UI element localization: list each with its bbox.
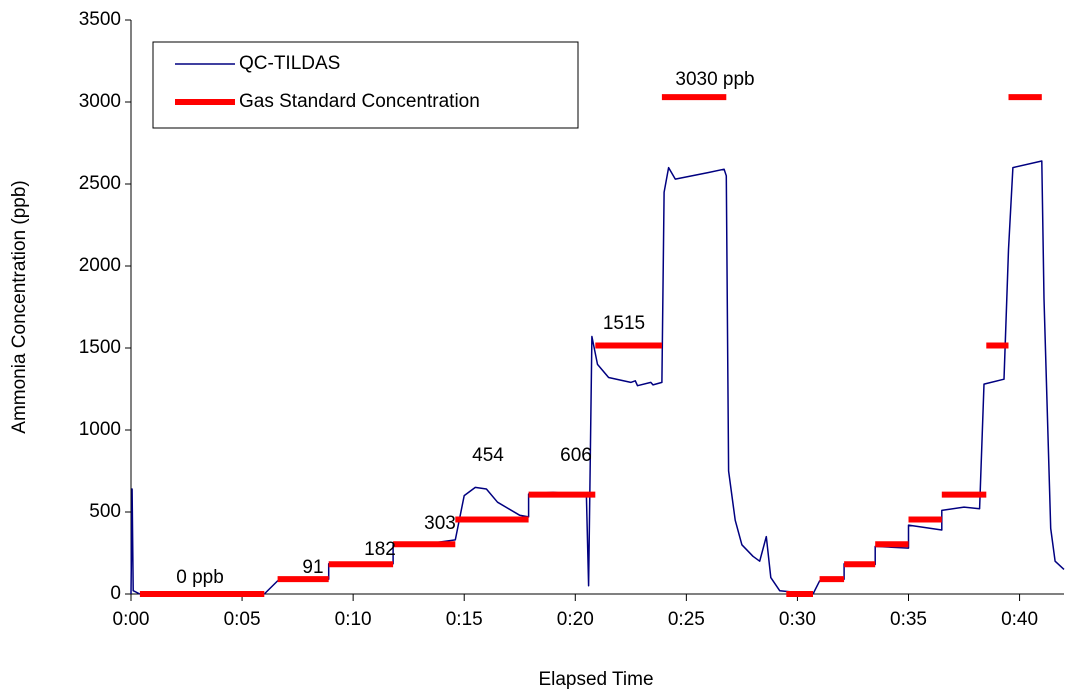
x-tick-label: 0:25 bbox=[668, 609, 705, 630]
annotation: 454 bbox=[472, 445, 504, 466]
y-tick-label: 1500 bbox=[79, 337, 121, 358]
x-tick-label: 0:15 bbox=[446, 609, 483, 630]
series-line bbox=[139, 94, 1042, 597]
annotation: 182 bbox=[364, 539, 396, 560]
legend-label: Gas Standard Concentration bbox=[239, 91, 480, 112]
y-axis-title: Ammonia Concentration (ppb) bbox=[9, 180, 30, 433]
legend-box bbox=[152, 41, 579, 129]
x-tick-label: 0:05 bbox=[224, 609, 261, 630]
annotation: 0 ppb bbox=[176, 567, 224, 588]
annotation: 606 bbox=[560, 445, 592, 466]
annotation: 1515 bbox=[603, 313, 645, 334]
x-tick-label: 0:20 bbox=[557, 609, 594, 630]
annotation: 303 bbox=[424, 513, 456, 534]
x-axis-title: Elapsed Time bbox=[538, 669, 653, 690]
y-tick-label: 0 bbox=[110, 583, 121, 604]
x-tick-label: 0:30 bbox=[779, 609, 816, 630]
series-line bbox=[130, 160, 1065, 595]
x-tick-label: 0:40 bbox=[1001, 609, 1038, 630]
y-tick-label: 3000 bbox=[79, 91, 121, 112]
y-tick-label: 3500 bbox=[79, 9, 121, 30]
annotation: 91 bbox=[302, 557, 323, 578]
x-tick-label: 0:35 bbox=[890, 609, 927, 630]
x-tick-label: 0:10 bbox=[335, 609, 372, 630]
y-tick-label: 500 bbox=[89, 501, 121, 522]
y-tick-label: 1000 bbox=[79, 419, 121, 440]
y-tick-label: 2000 bbox=[79, 255, 121, 276]
legend-label: QC-TILDAS bbox=[239, 53, 340, 74]
y-tick-label: 2500 bbox=[79, 173, 121, 194]
x-tick-label: 0:00 bbox=[113, 609, 150, 630]
annotation: 3030 ppb bbox=[675, 69, 754, 90]
